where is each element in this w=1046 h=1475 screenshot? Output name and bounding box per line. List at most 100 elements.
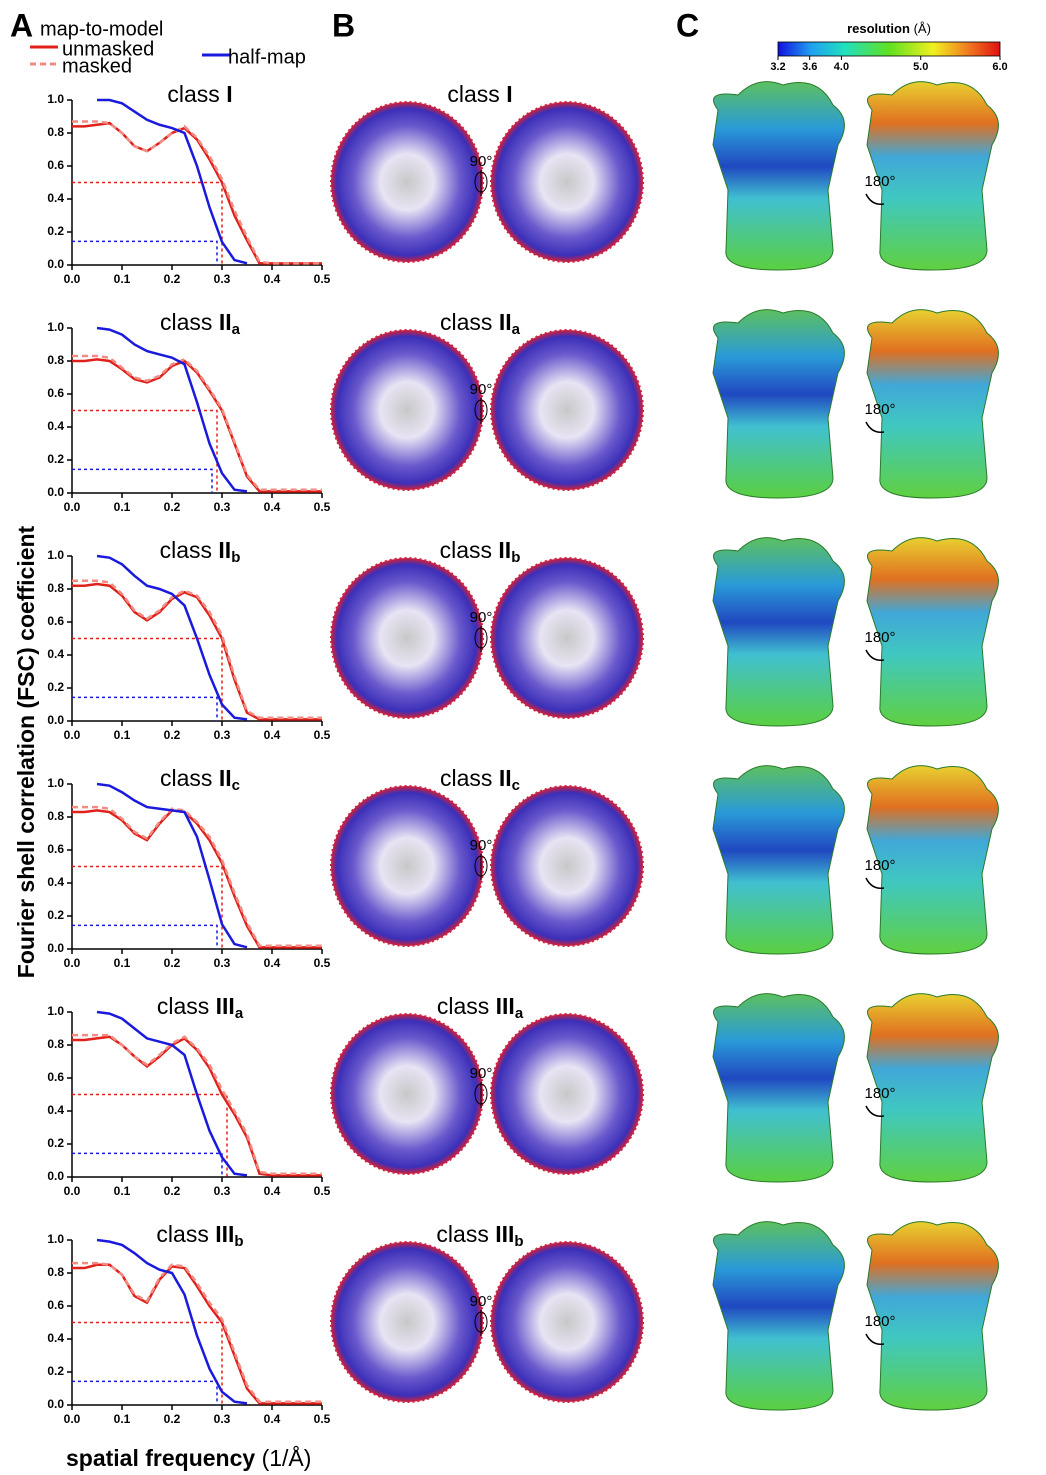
x-axis-unit: (1/Å) [262, 1444, 312, 1471]
colorbar [777, 41, 1001, 57]
x-tick-label: 0.4 [264, 1412, 281, 1426]
x-tick-label: 0.2 [164, 1184, 181, 1198]
x-tick-label: 0.1 [114, 500, 131, 514]
rotation-label: 90° [470, 1065, 493, 1082]
y-tick-label: 0.2 [47, 452, 64, 466]
x-tick-label: 0.0 [64, 500, 81, 514]
title-numeral: I [226, 81, 232, 107]
x-tick-label: 0.3 [214, 956, 231, 970]
x-tick-label: 0.2 [164, 1412, 181, 1426]
x-tick-label: 0.5 [314, 728, 331, 742]
y-tick-label: 0.4 [47, 191, 64, 205]
y-tick-label: 0.0 [47, 941, 64, 955]
y-tick-label: 0.4 [47, 647, 64, 661]
chart-title: class IIc [160, 765, 240, 794]
title-word: class [156, 1221, 208, 1247]
y-tick-label: 0.6 [47, 1070, 64, 1084]
y-tick-label: 0.4 [47, 875, 64, 889]
fsc-curve [72, 1033, 322, 1175]
rotation-label: 180° [864, 857, 895, 874]
angular-distribution [490, 329, 644, 491]
fsc-curve [96, 1238, 248, 1405]
title-subscript: b [511, 549, 520, 566]
x-tick-label: 0.3 [214, 272, 231, 286]
fsc-curve [96, 326, 248, 493]
density-map [866, 81, 999, 271]
title-numeral: III [496, 993, 515, 1019]
title-word: class [167, 81, 219, 107]
reference-line [72, 696, 218, 721]
panel-b-title: class IIb [440, 537, 521, 566]
angular-distribution [490, 785, 644, 947]
chart-title: class IIb [160, 537, 241, 566]
y-tick-label: 0.0 [47, 257, 64, 271]
rotation-label: 180° [864, 1313, 895, 1330]
rotation-icon [865, 193, 885, 206]
x-tick-label: 0.3 [214, 500, 231, 514]
y-tick-label: 0.2 [47, 224, 64, 238]
x-tick-label: 0.1 [114, 728, 131, 742]
title-word: class [440, 765, 492, 791]
x-tick-label: 0.4 [264, 956, 281, 970]
density-map [712, 765, 845, 955]
angular-distribution [330, 1013, 484, 1175]
colorbar-tick-label: 5.0 [913, 61, 928, 73]
panel-b-title: class IIIb [436, 1221, 523, 1250]
rotation-label: 180° [864, 173, 895, 190]
x-tick-label: 0.0 [64, 728, 81, 742]
reference-line [72, 1152, 223, 1177]
density-map [712, 993, 845, 1183]
x-tick-label: 0.1 [114, 272, 131, 286]
fsc-curve [96, 554, 248, 721]
angular-distribution [490, 557, 644, 719]
angular-distribution [490, 101, 644, 263]
y-tick-label: 0.4 [47, 1103, 64, 1117]
reference-line [72, 409, 218, 493]
colorbar-title-text: resolution [847, 21, 910, 36]
x-tick-label: 0.3 [214, 1184, 231, 1198]
x-tick-label: 0.0 [64, 956, 81, 970]
y-tick-label: 0.6 [47, 614, 64, 628]
fsc-curve [96, 782, 248, 949]
rotation-label: 90° [470, 837, 493, 854]
y-tick-label: 0.8 [47, 809, 64, 823]
y-tick-label: 0.2 [47, 1136, 64, 1150]
reference-line [72, 865, 223, 949]
colorbar-title: resolution (Å) [847, 21, 931, 36]
legend-title: map-to-model [40, 18, 163, 40]
density-map [712, 309, 845, 499]
fsc-curve [72, 582, 322, 721]
y-tick-label: 0.2 [47, 908, 64, 922]
x-tick-label: 0.2 [164, 500, 181, 514]
title-subscript: a [235, 1005, 244, 1022]
legend-label: masked [62, 55, 132, 77]
reference-line [72, 924, 218, 949]
y-tick-label: 0.0 [47, 1169, 64, 1183]
y-tick-label: 0.0 [47, 1397, 64, 1411]
x-tick-label: 0.5 [314, 500, 331, 514]
title-numeral: II [218, 537, 231, 563]
x-tick-label: 0.5 [314, 1184, 331, 1198]
x-tick-label: 0.5 [314, 272, 331, 286]
rotation-icon [865, 1105, 885, 1118]
colorbar-tick-label: 3.6 [802, 61, 817, 73]
title-word: class [160, 309, 212, 335]
angular-distribution [490, 1013, 644, 1175]
title-word: class [160, 537, 212, 563]
reference-line [72, 468, 213, 493]
y-tick-label: 1.0 [47, 1004, 64, 1018]
y-tick-label: 1.0 [47, 548, 64, 562]
y-tick-label: 0.8 [47, 1265, 64, 1279]
x-tick-label: 0.3 [214, 728, 231, 742]
reference-line [72, 1093, 228, 1177]
y-tick-label: 0.6 [47, 842, 64, 856]
title-word: class [440, 309, 492, 335]
density-map [712, 1221, 845, 1411]
x-tick-label: 0.5 [314, 1412, 331, 1426]
reference-line [72, 1380, 218, 1405]
title-subscript: b [231, 549, 240, 566]
y-tick-label: 0.8 [47, 125, 64, 139]
title-numeral: II [499, 765, 512, 791]
fsc-curve [72, 805, 322, 947]
title-numeral: III [215, 1221, 234, 1247]
